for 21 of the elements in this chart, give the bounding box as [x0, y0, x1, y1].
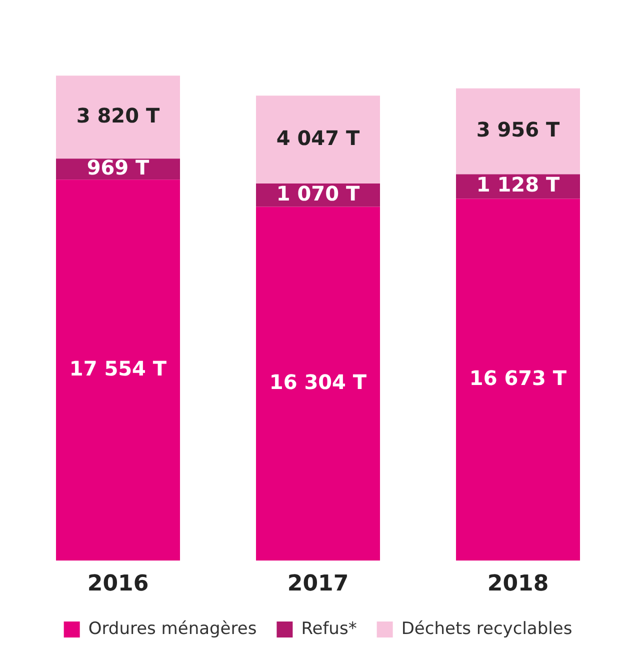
- data-label: 3 956 T: [476, 118, 560, 142]
- data-label: 4 047 T: [276, 126, 360, 150]
- bar: [56, 76, 180, 159]
- bar: [56, 180, 180, 561]
- legend-label: Refus*: [301, 618, 357, 639]
- bar: [256, 206, 380, 561]
- bar: [256, 96, 380, 184]
- data-label: 969 T: [86, 155, 150, 180]
- data-label: 17 554 T: [69, 356, 167, 380]
- data-label: 16 673 T: [469, 366, 567, 390]
- legend-label: Ordures ménagères: [88, 618, 257, 639]
- data-label: 3 820 T: [76, 103, 160, 128]
- data-label: 1 128 T: [476, 172, 560, 197]
- bar: [456, 198, 580, 561]
- x-tick-label: 2018: [487, 572, 549, 597]
- legend-label: Déchets recyclables: [401, 618, 572, 639]
- data-label: 16 304 T: [269, 370, 367, 394]
- bar: [456, 88, 580, 174]
- x-tick-label: 2016: [87, 572, 149, 597]
- x-tick-label: 2017: [287, 572, 349, 597]
- data-label: 1 070 T: [276, 181, 360, 206]
